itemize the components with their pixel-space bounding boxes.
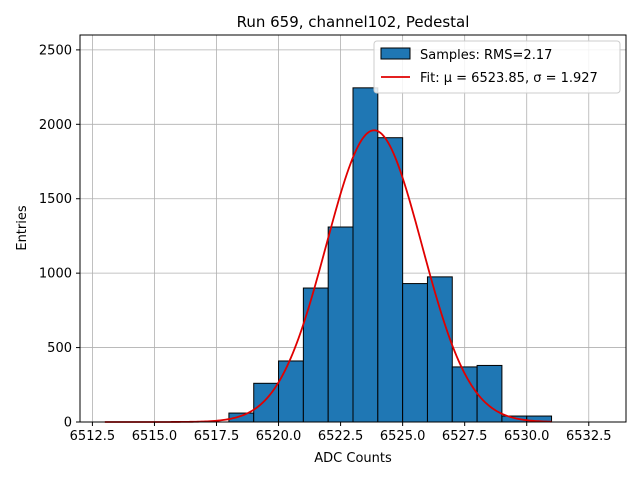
chart-title: Run 659, channel102, Pedestal [237,13,470,31]
x-tick-label: 6517.5 [194,429,240,444]
y-tick-label: 0 [64,416,72,431]
histogram-bars [228,87,553,423]
plot-frame [79,34,627,423]
y-tick-label: 2500 [39,43,72,58]
x-tick-label: 6512.5 [70,429,116,444]
histogram-bar [426,276,453,423]
histogram-bar [327,226,354,423]
x-tick-label: 6525.0 [380,429,426,444]
x-tick-label: 6530.0 [504,429,550,444]
x-tick-label: 6532.5 [566,429,612,444]
x-axis-ticks: 6512.5 6515.0 6517.5 6520.0 6522.5 6525.0 6527… [70,422,612,444]
y-tick-label: 2000 [39,118,72,133]
legend-label-samples: Samples: RMS=2.17 [420,48,552,63]
y-axis-ticks: 0 500 1000 1500 2000 2500 [39,43,80,431]
x-tick-label: 6520.0 [256,429,302,444]
x-tick-label: 6515.0 [132,429,178,444]
legend: Samples: RMS=2.17 Fit: μ = 6523.85, σ = … [373,40,621,94]
histogram-bar [451,366,478,423]
legend-swatch-samples [380,47,411,60]
x-tick-label: 6527.5 [442,429,488,444]
y-tick-label: 1500 [39,192,72,207]
histogram-bar [278,360,304,423]
x-axis-label: ADC Counts [314,451,392,466]
y-tick-label: 1000 [39,267,72,282]
histogram-bar [302,287,329,423]
histogram-bar [352,87,379,423]
y-tick-label: 500 [47,341,72,356]
legend-box [373,40,621,94]
histogram-bar [402,283,428,423]
histogram-bar [377,137,404,423]
x-tick-label: 6522.5 [318,429,364,444]
legend-label-fit: Fit: μ = 6523.85, σ = 1.927 [420,71,598,86]
y-axis-label: Entries [15,205,30,251]
histogram-bar [476,364,503,423]
